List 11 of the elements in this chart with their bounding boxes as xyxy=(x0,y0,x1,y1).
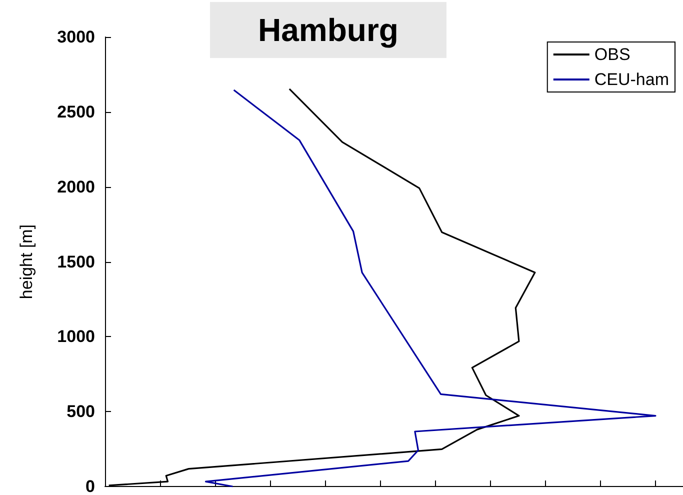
legend-label: OBS xyxy=(594,45,630,64)
y-tick-label: 3000 xyxy=(57,28,95,46)
y-tick-label: 2500 xyxy=(57,102,95,122)
y-tick-label: 2000 xyxy=(57,177,95,196)
chart-title: Hamburg xyxy=(258,12,398,48)
legend-label: CEU-ham xyxy=(594,70,669,89)
y-tick-label: 1500 xyxy=(57,252,95,272)
y-tick-label: 500 xyxy=(66,402,95,422)
y-tick-label: 0 xyxy=(86,477,95,495)
y-tick-label: 1000 xyxy=(57,327,95,346)
y-axis-title: height [m] xyxy=(17,224,36,300)
